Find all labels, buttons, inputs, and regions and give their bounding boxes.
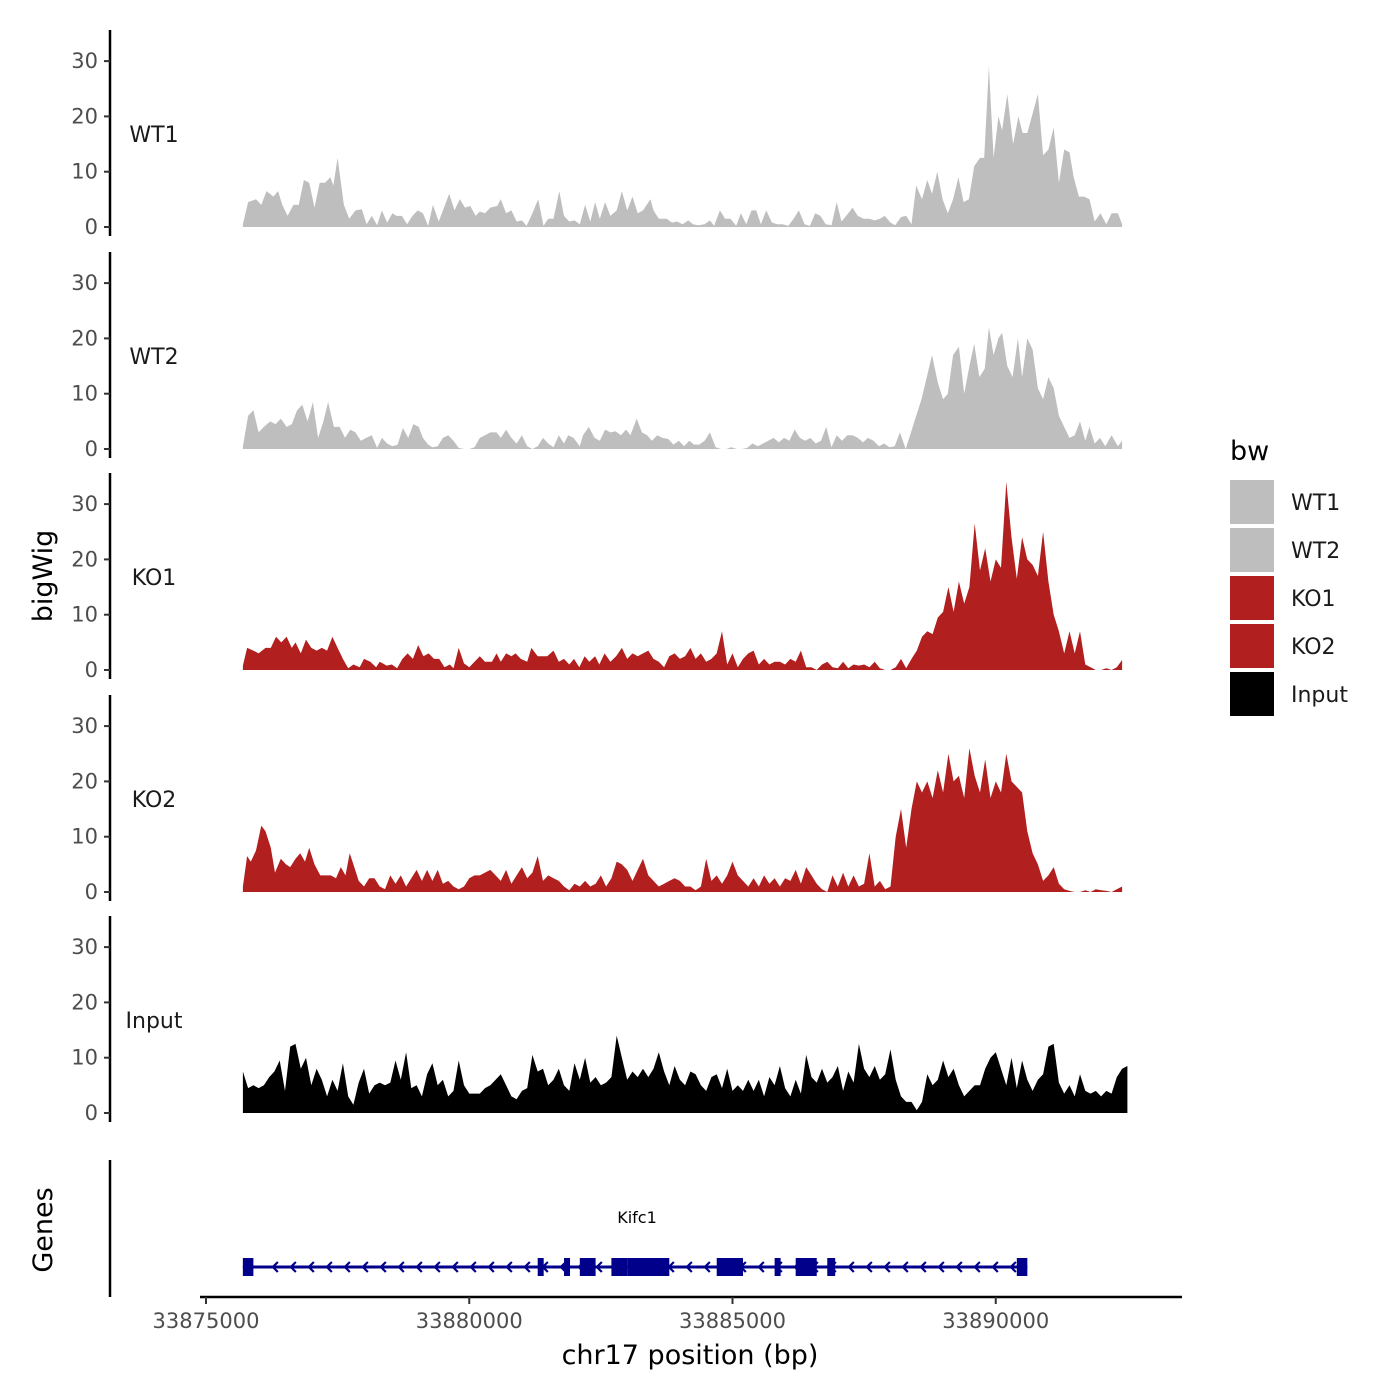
strand-arrow [289,1261,297,1273]
gene-exon [537,1258,544,1276]
strand-arrow [487,1261,495,1273]
legend-label: WT1 [1291,491,1340,516]
legend-label: KO1 [1291,587,1336,612]
y-tick-label: 0 [85,880,98,904]
y-tick-label: 30 [71,271,98,295]
gene-exon [627,1258,670,1276]
legend-swatch-ko2 [1230,624,1274,668]
strand-arrow [307,1261,315,1273]
signal-tracks: 0 10 20 30 WT1 0 10 20 30 WT2 0 10 20 30 KO1 0 10 20 30 KO2… [71,30,1128,1125]
y-tick-label: 0 [85,215,98,239]
y-tick-label: 30 [71,49,98,73]
y-tick-label: 30 [71,492,98,516]
strand-arrow [883,1261,891,1273]
legend-swatch-wt2 [1230,528,1274,572]
signal-area-ko1 [242,482,1123,670]
y-tick-label: 10 [71,382,98,406]
track-label: KO1 [132,566,177,591]
track-ko2: 0 10 20 30 KO2 [71,695,1123,904]
strand-arrow [1009,1261,1017,1273]
strand-arrow [757,1261,765,1273]
y-axis-title: bigWig [28,530,59,623]
gene-exon [611,1258,628,1276]
y-tick-label: 30 [71,714,98,738]
legend-swatch-wt1 [1230,480,1274,524]
x-tick-label: 33880000 [416,1309,523,1333]
gene-exon [774,1258,781,1276]
strand-arrow [955,1261,963,1273]
strand-arrow [343,1261,351,1273]
y-tick-label: 20 [71,326,98,350]
legend: bw WT1 WT2 KO1 KO2 Input [1230,436,1348,716]
x-tick-label: 33885000 [679,1309,786,1333]
gene-exon [242,1258,254,1276]
legend-label: KO2 [1291,635,1336,660]
x-tick-label: 33890000 [942,1309,1049,1333]
signal-area-wt1 [242,66,1123,227]
strand-arrow [397,1261,405,1273]
y-tick-label: 20 [71,104,98,128]
track-wt1: 0 10 20 30 WT1 [71,30,1123,239]
x-axis: 33875000 33880000 33885000 33890000 [153,1295,1182,1333]
legend-label: WT2 [1291,539,1340,564]
gene-track: Kifc1 [108,1160,1028,1297]
strand-arrow [523,1261,531,1273]
strand-arrow [415,1261,423,1273]
track-input: 0 10 20 30 Input [71,916,1128,1125]
strand-arrow [919,1261,927,1273]
signal-area-ko2 [242,748,1123,892]
legend-label: Input [1291,683,1348,708]
track-label: Input [126,1009,183,1034]
strand-arrow [271,1261,279,1273]
strand-arrow [379,1261,387,1273]
y-tick-label: 10 [71,603,98,627]
signal-area-input [242,1035,1128,1113]
gene-exon [564,1258,571,1276]
track-wt2: 0 10 20 30 WT2 [71,252,1123,461]
strand-arrow [703,1261,711,1273]
y-tick-label: 0 [85,658,98,682]
strand-arrow [433,1261,441,1273]
strand-arrow [991,1261,999,1273]
gene-exon [716,1258,744,1276]
y-tick-label: 10 [71,1046,98,1070]
strand-arrow [595,1261,603,1273]
strand-arrow [847,1261,855,1273]
strand-arrow [469,1261,477,1273]
strand-arrow [505,1261,513,1273]
track-label: WT2 [129,345,178,370]
strand-arrow [865,1261,873,1273]
legend-swatch-input [1230,672,1274,716]
gene-exon [1016,1258,1028,1276]
track-label: KO2 [132,788,177,813]
legend-title: bw [1230,436,1269,467]
strand-arrow [451,1261,459,1273]
legend-swatch-ko1 [1230,576,1274,620]
strand-arrow [325,1261,333,1273]
y-tick-label: 20 [71,547,98,571]
y-tick-label: 20 [71,769,98,793]
x-tick-label: 33875000 [153,1309,260,1333]
strand-arrow [685,1261,693,1273]
track-ko1: 0 10 20 30 KO1 [71,473,1123,682]
gene-exon [827,1258,836,1276]
strand-arrow [901,1261,909,1273]
gene-exon [795,1258,817,1276]
y-tick-label: 0 [85,437,98,461]
x-axis-title: chr17 position (bp) [562,1340,819,1371]
strand-arrow [361,1261,369,1273]
strand-arrow [973,1261,981,1273]
gene-exon [579,1258,596,1276]
y-tick-label: 30 [71,935,98,959]
track-label: WT1 [129,123,178,148]
y-tick-label: 20 [71,990,98,1014]
signal-area-wt2 [242,327,1123,449]
y-tick-label: 10 [71,825,98,849]
genes-axis-title: Genes [28,1187,59,1272]
strand-arrow [937,1261,945,1273]
y-tick-label: 10 [71,160,98,184]
gene-label: Kifc1 [617,1208,657,1227]
y-tick-label: 0 [85,1101,98,1125]
